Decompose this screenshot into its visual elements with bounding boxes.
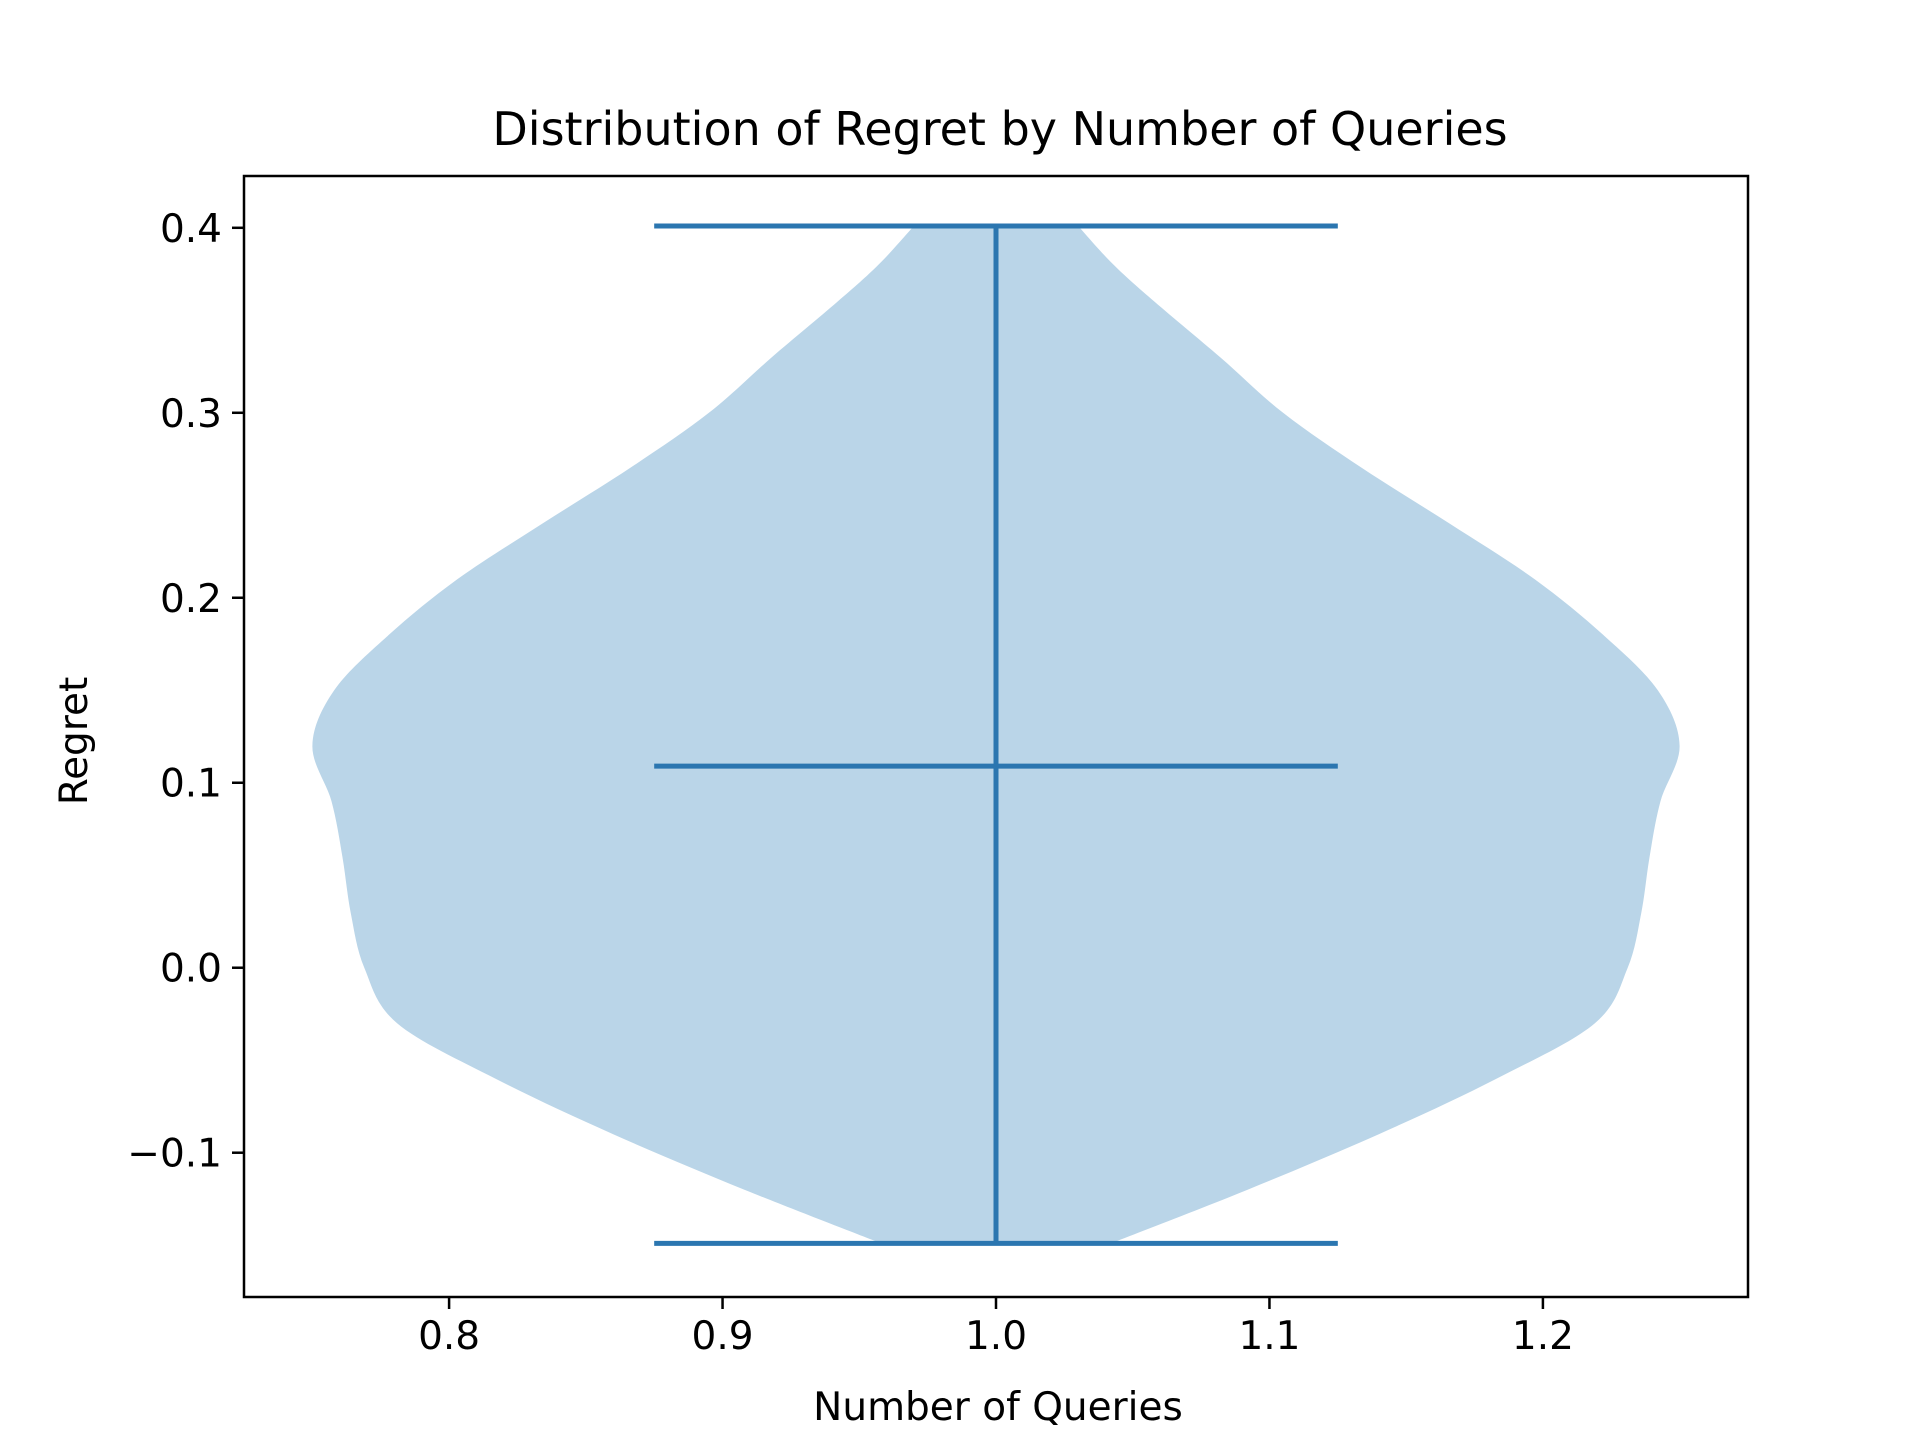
y-tick-label: −0.1 — [127, 1132, 222, 1177]
x-tick-label: 1.1 — [1238, 1314, 1300, 1359]
plot-area — [312, 223, 1680, 1246]
x-tick-label: 0.9 — [692, 1314, 754, 1359]
y-tick-label: 0.0 — [160, 947, 222, 992]
x-tick-label: 0.8 — [418, 1314, 480, 1359]
x-axis-title: Number of Queries — [813, 1385, 1183, 1430]
y-axis-title: Regret — [52, 677, 97, 806]
x-tick-label: 1.2 — [1512, 1314, 1574, 1359]
y-tick-label: 0.2 — [160, 577, 222, 622]
y-tick-label: 0.1 — [160, 762, 222, 807]
y-tick-label: 0.4 — [160, 207, 222, 252]
chart-title: Distribution of Regret by Number of Quer… — [492, 102, 1507, 156]
y-tick-label: 0.3 — [160, 392, 222, 437]
x-tick-label: 1.0 — [965, 1314, 1027, 1359]
x-axis: 0.8 0.9 1.0 1.1 1.2 — [418, 1297, 1574, 1359]
y-axis: −0.1 0.0 0.1 0.2 0.3 0.4 — [127, 207, 244, 1177]
